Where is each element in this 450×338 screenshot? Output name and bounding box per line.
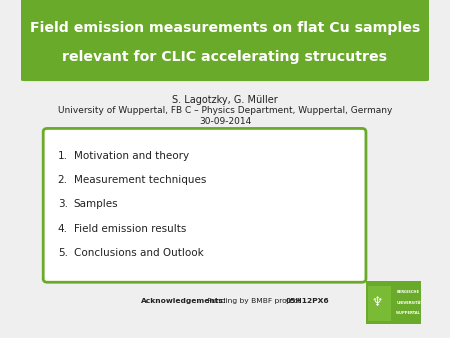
FancyBboxPatch shape — [368, 286, 391, 321]
Text: 5.: 5. — [58, 248, 68, 258]
Text: University of Wuppertal, FB C – Physics Department, Wuppertal, Germany: University of Wuppertal, FB C – Physics … — [58, 106, 392, 115]
Text: UNIVERSITÄT: UNIVERSITÄT — [396, 300, 423, 305]
FancyBboxPatch shape — [17, 0, 433, 81]
Text: 2.: 2. — [58, 175, 68, 185]
Text: Acknowledgements:: Acknowledgements: — [141, 298, 227, 304]
Text: 30-09-2014: 30-09-2014 — [199, 117, 251, 126]
Text: 3.: 3. — [58, 199, 68, 210]
FancyBboxPatch shape — [366, 281, 421, 324]
Text: S. Lagotzky, G. Müller: S. Lagotzky, G. Müller — [172, 95, 278, 105]
Text: Conclusions and Outlook: Conclusions and Outlook — [74, 248, 203, 258]
FancyBboxPatch shape — [43, 128, 366, 282]
Text: relevant for CLIC accelerating strucutres: relevant for CLIC accelerating strucutre… — [63, 50, 387, 64]
Text: 4.: 4. — [58, 224, 68, 234]
Text: Field emission measurements on flat Cu samples: Field emission measurements on flat Cu s… — [30, 21, 420, 35]
Text: WUPPERTAL: WUPPERTAL — [396, 312, 421, 315]
Text: ♆: ♆ — [371, 296, 382, 309]
Text: BERGISCHE: BERGISCHE — [396, 290, 419, 293]
Text: 05H12PX6: 05H12PX6 — [285, 298, 329, 304]
Text: Samples: Samples — [74, 199, 118, 210]
Text: 1.: 1. — [58, 151, 68, 161]
Text: Measurement techniques: Measurement techniques — [74, 175, 206, 185]
Text: Field emission results: Field emission results — [74, 224, 186, 234]
Text: Funding by BMBF project: Funding by BMBF project — [205, 298, 303, 304]
Text: Motivation and theory: Motivation and theory — [74, 151, 189, 161]
